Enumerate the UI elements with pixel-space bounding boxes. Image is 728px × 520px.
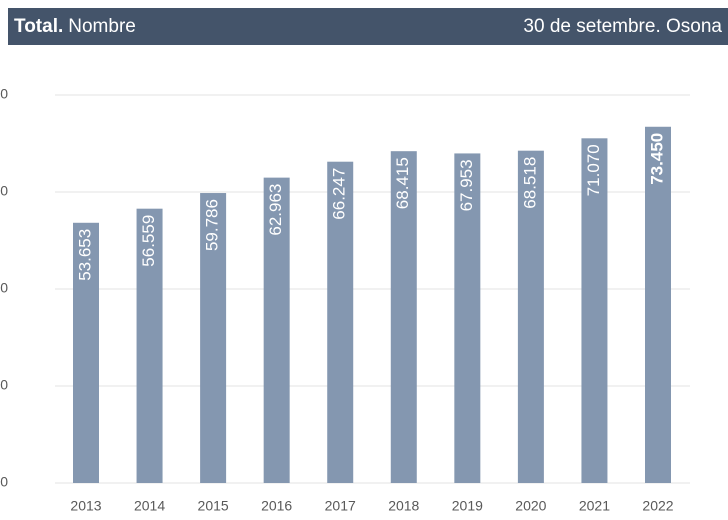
y-tick-label: 80.000 (0, 86, 8, 102)
data-label: 66.247 (330, 168, 349, 220)
data-label: 53.653 (75, 229, 94, 281)
bar (327, 161, 354, 483)
bar (73, 222, 99, 483)
x-tick-label: 2019 (452, 498, 483, 514)
x-tick-label: 2022 (642, 498, 673, 514)
title: Total. (14, 16, 63, 37)
y-tick-label: 20.000 (0, 377, 8, 393)
data-label: 71.070 (584, 144, 603, 196)
x-tick-label: 2015 (198, 498, 229, 514)
data-label: 73.450 (647, 133, 666, 185)
x-tick-label: 2016 (261, 498, 292, 514)
data-label: 62.963 (266, 184, 285, 236)
subtitle: 30 de setembre. Osona (523, 16, 722, 37)
x-tick-label: 2014 (134, 498, 165, 514)
data-label: 68.518 (520, 157, 539, 209)
x-tick-label: 2017 (325, 498, 356, 514)
x-tick-label: 2020 (515, 498, 546, 514)
header-title: Total. Nombre (14, 16, 136, 37)
bar (200, 193, 227, 483)
data-label: 67.953 (457, 159, 476, 211)
bar (517, 150, 544, 484)
data-label: 68.415 (393, 157, 412, 209)
bar (581, 138, 608, 484)
bar (454, 153, 481, 483)
data-label: 59.786 (203, 199, 222, 251)
bar (645, 126, 671, 483)
header-bar (8, 8, 728, 45)
y-tick-label: 60.000 (0, 183, 8, 199)
y-tick-label: 0 (0, 474, 8, 490)
bar (263, 177, 290, 483)
bar (136, 208, 163, 483)
data-label: 56.559 (139, 215, 158, 267)
x-tick-label: 2021 (579, 498, 610, 514)
title-rest: Nombre (68, 16, 136, 37)
bar (390, 151, 417, 483)
x-tick-label: 2013 (70, 498, 101, 514)
x-tick-label: 2018 (388, 498, 419, 514)
y-tick-label: 40.000 (0, 280, 8, 296)
